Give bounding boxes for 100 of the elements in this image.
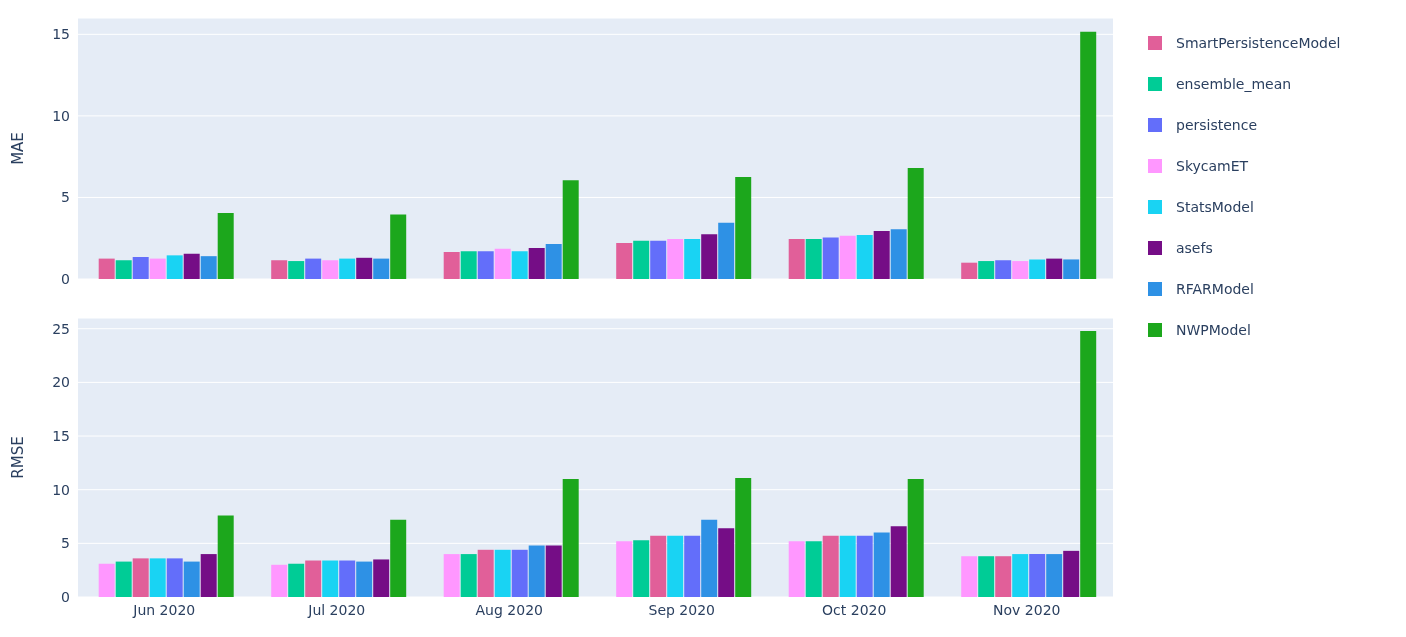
bar (995, 556, 1012, 597)
bar (305, 258, 322, 279)
bar (443, 252, 460, 279)
y-tick-label: 5 (61, 535, 70, 552)
legend-label: ensemble_mean (1176, 75, 1292, 92)
bar (115, 561, 132, 597)
bar (1080, 330, 1097, 597)
bar (735, 477, 752, 597)
bar (477, 251, 494, 279)
bar (907, 478, 924, 597)
y-tick-label: 15 (52, 26, 70, 43)
bar (839, 535, 856, 597)
bar (1063, 550, 1080, 597)
x-tick-label: Sep 2020 (648, 601, 715, 618)
bar (735, 177, 752, 279)
bar (562, 180, 579, 279)
y-tick-label: 20 (52, 374, 70, 391)
y-tick-label: 15 (52, 428, 70, 445)
bar (856, 234, 873, 279)
bar (149, 558, 166, 597)
bar (271, 260, 288, 279)
bar (373, 258, 390, 279)
bar (545, 545, 562, 597)
bar (856, 535, 873, 597)
bar (1012, 554, 1029, 597)
bar (528, 248, 545, 279)
y-tick-label: 25 (52, 320, 70, 337)
bar (460, 251, 477, 279)
bar (701, 234, 718, 279)
legend-label: asefs (1176, 239, 1213, 256)
x-tick-label: Aug 2020 (475, 601, 543, 618)
bar (961, 556, 978, 597)
x-tick-label: Jul 2020 (307, 601, 366, 618)
bar (98, 258, 115, 279)
bar (961, 262, 978, 279)
y-axis-title: RMSE (9, 436, 28, 479)
bar (788, 239, 805, 279)
bar (822, 237, 839, 279)
bar (545, 243, 562, 279)
y-axis-title: MAE (9, 132, 28, 165)
bar (995, 260, 1012, 279)
bar (1029, 554, 1046, 597)
x-tick-label: Oct 2020 (822, 601, 887, 618)
legend-label: persistence (1176, 116, 1258, 133)
bar (650, 240, 667, 279)
bar (443, 554, 460, 597)
bar (356, 561, 373, 597)
legend-label: SmartPersistenceModel (1176, 34, 1341, 51)
bar (788, 541, 805, 597)
bar (494, 549, 511, 597)
bar (805, 239, 822, 279)
bar (339, 258, 356, 279)
bar (183, 561, 200, 597)
bar (132, 558, 149, 597)
bar (1029, 259, 1046, 279)
bar (907, 168, 924, 279)
bar (805, 541, 822, 597)
bar (390, 519, 407, 597)
bar (217, 212, 234, 279)
bar (978, 556, 995, 597)
bar (873, 230, 890, 279)
bar (718, 528, 735, 597)
bar (305, 560, 322, 597)
bar (633, 240, 650, 279)
y-tick-label: 10 (52, 481, 70, 498)
legend-label: StatsModel (1176, 198, 1254, 215)
bar (667, 239, 684, 279)
bar (1046, 258, 1063, 279)
bar (1063, 259, 1080, 279)
bar (115, 260, 132, 279)
bar (633, 540, 650, 597)
bar (650, 535, 667, 597)
bar (684, 239, 701, 279)
bar (718, 222, 735, 279)
bar (271, 564, 288, 597)
bar (200, 554, 217, 597)
bar (98, 563, 115, 597)
bar (511, 549, 528, 597)
bar (200, 256, 217, 279)
bar (477, 549, 494, 597)
bar (339, 560, 356, 597)
bar (494, 248, 511, 279)
y-tick-label: 0 (61, 588, 70, 605)
bar (616, 541, 633, 597)
y-tick-label: 5 (61, 189, 70, 206)
x-tick-label: Nov 2020 (993, 601, 1061, 618)
bar (1080, 31, 1097, 279)
bar (562, 478, 579, 597)
bar (166, 558, 183, 597)
legend-label: SkycamET (1176, 157, 1249, 174)
bar (217, 515, 234, 597)
bar (322, 560, 339, 597)
bar (701, 519, 718, 597)
bar (667, 535, 684, 597)
legend-label: RFARModel (1176, 280, 1254, 297)
bar (288, 563, 305, 597)
legend-label: NWPModel (1176, 321, 1251, 338)
bar (288, 261, 305, 279)
bar (890, 229, 907, 279)
bar (1046, 554, 1063, 597)
